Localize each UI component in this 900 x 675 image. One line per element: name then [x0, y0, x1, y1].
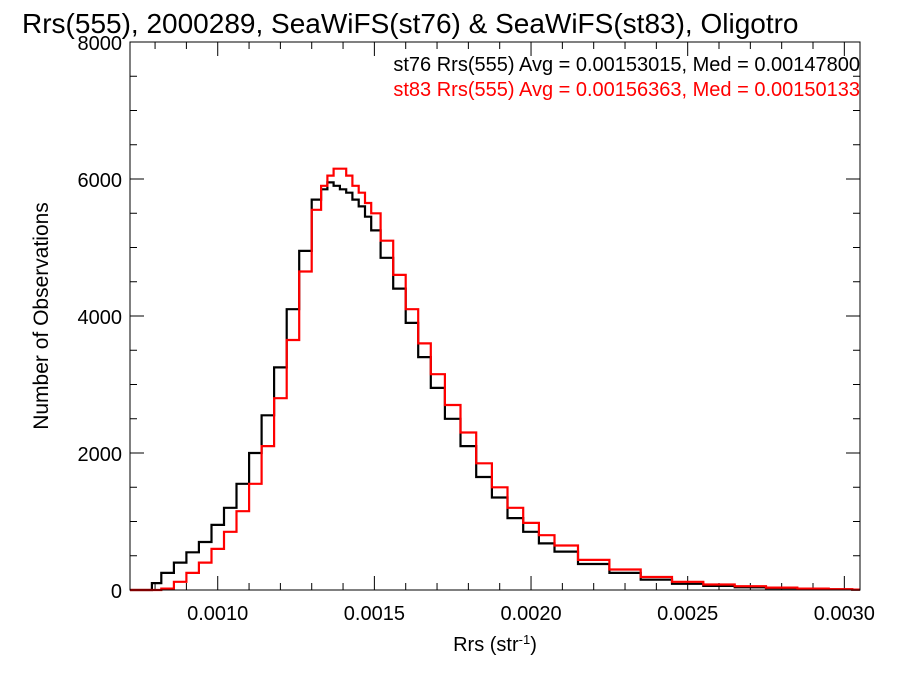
x-axis-label-text: Rrs (str	[453, 634, 519, 656]
x-axis-label-close: )	[530, 634, 537, 656]
x-tick-label: 0.0020	[500, 603, 561, 625]
y-tick-label: 6000	[78, 170, 123, 192]
x-axis-label: Rrs (str-1)	[453, 632, 537, 657]
x-axis-ticks: 0.0010 0.0015 0.0020 0.0025 0.0030	[154, 42, 875, 625]
data-series	[130, 167, 860, 592]
legend-entry-st76: st76 Rrs(555) Avg = 0.00153015, Med = 0.…	[393, 54, 860, 76]
series-st76-line	[130, 181, 860, 592]
y-axis-label: Number of Observations	[30, 202, 53, 430]
plot-area-frame	[129, 41, 861, 591]
y-tick-label: 4000	[78, 307, 123, 329]
y-tick-label: 8000	[78, 33, 123, 55]
x-tick-label: 0.0010	[187, 603, 248, 625]
y-tick-label: 2000	[78, 444, 123, 466]
chart-title: Rrs(555), 2000289, SeaWiFS(st76) & SeaWi…	[22, 8, 799, 39]
x-axis-label-superscript: -1	[519, 632, 531, 647]
y-tick-label: 0	[111, 581, 122, 603]
x-tick-label: 0.0015	[344, 603, 405, 625]
x-tick-label: 0.0025	[657, 603, 718, 625]
x-tick-label: 0.0030	[814, 603, 875, 625]
series-st83-line	[130, 167, 860, 592]
legend-entry-st83: st83 Rrs(555) Avg = 0.00156363, Med = 0.…	[393, 79, 860, 101]
y-axis-ticks: 0 2000 4000 6000 8000	[78, 33, 860, 603]
